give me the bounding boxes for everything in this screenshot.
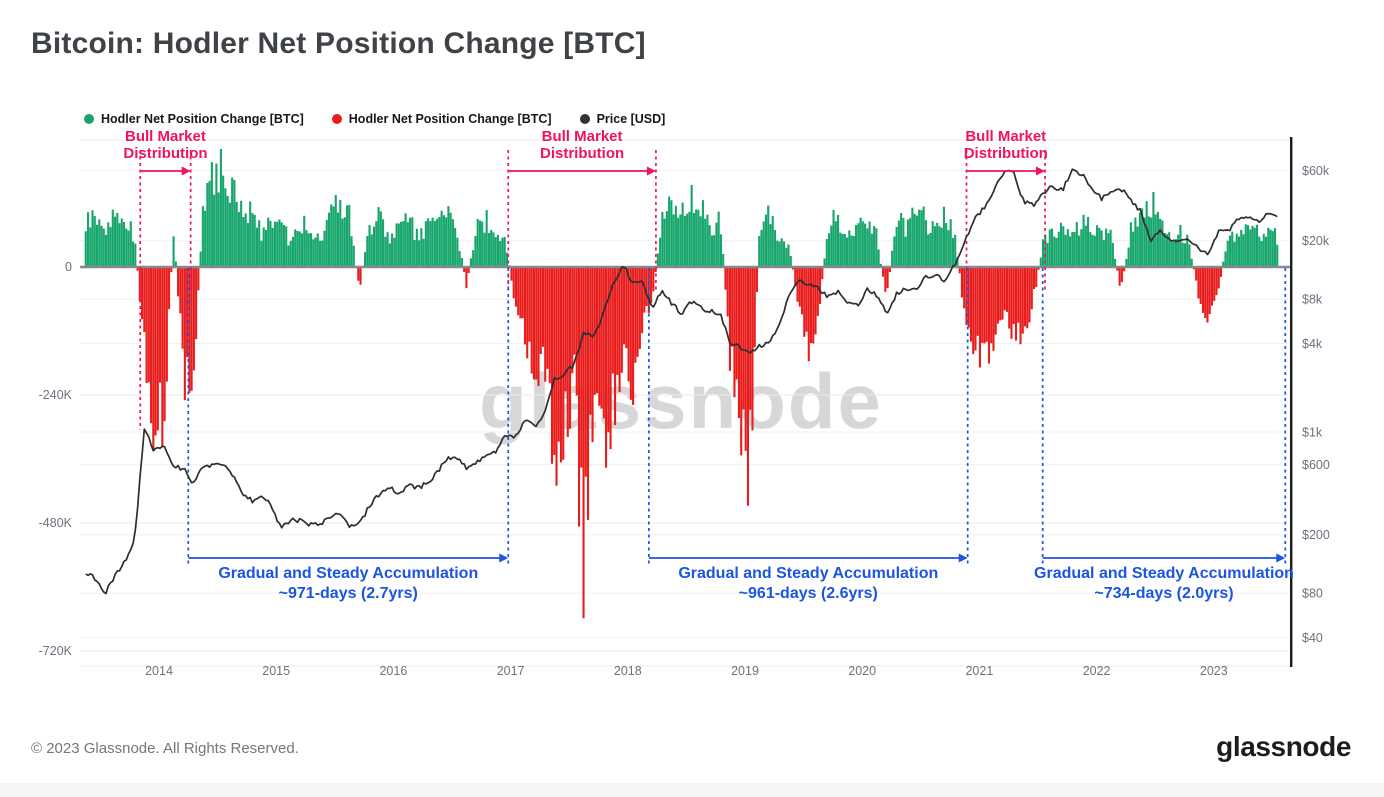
x-axis-year-label: 2020 xyxy=(848,664,876,678)
y-axis-left-tick-label: -240K xyxy=(39,388,73,402)
legend-item-hodler-positive[interactable]: Hodler Net Position Change [BTC] xyxy=(84,112,304,126)
annotation-text: Distribution xyxy=(540,144,625,162)
x-axis-year-label: 2014 xyxy=(145,664,173,678)
y-axis-left-tick-label: 0 xyxy=(65,260,72,274)
legend-label: Hodler Net Position Change [BTC] xyxy=(101,112,304,126)
annotation-text: Gradual and Steady Accumulation xyxy=(1034,565,1294,582)
y-axis-right-tick-label: $20k xyxy=(1302,234,1330,248)
annotation-text: Bull Market xyxy=(541,128,623,145)
y-axis-right-tick-label: $4k xyxy=(1302,337,1323,351)
axis-labels: 0 -240K -480K -720K $60k $20k $8k $4k $1k $600 $20… xyxy=(39,164,1330,678)
x-axis-year-label: 2023 xyxy=(1200,664,1228,678)
annotation-duration: ~961-days (2.6yrs) xyxy=(738,584,878,602)
annotation-accumulation-3: Gradual and Steady Accumulation ~734-day… xyxy=(1034,564,1294,603)
annotation-bull-market-distribution-3: Bull Market Distribution xyxy=(963,128,1048,162)
glassnode-logo: glassnode xyxy=(1216,731,1351,762)
x-axis-year-label: 2018 xyxy=(614,664,642,678)
annotation-text: Distribution xyxy=(963,144,1048,162)
y-axis-right-tick-label: $600 xyxy=(1302,458,1330,472)
y-axis-right-tick-label: $8k xyxy=(1302,293,1323,307)
x-axis-year-label: 2019 xyxy=(731,664,759,678)
legend-red-dot-icon xyxy=(331,114,342,124)
annotation-arrows xyxy=(140,166,1286,563)
legend-black-dot-icon xyxy=(579,114,590,124)
annotation-accumulation-1: Gradual and Steady Accumulation ~971-day… xyxy=(218,564,478,603)
annotation-duration: ~734-days (2.0yrs) xyxy=(1094,584,1234,602)
annotation-text: Bull Market xyxy=(965,128,1047,145)
right-axis-line xyxy=(1290,137,1293,667)
y-axis-right-tick-label: $1k xyxy=(1302,426,1323,440)
legend-label: Hodler Net Position Change [BTC] xyxy=(348,112,552,126)
annotation-text: Gradual and Steady Accumulation xyxy=(678,565,939,582)
legend-label: Price [USD] xyxy=(596,112,666,126)
y-axis-right-tick-label: $40 xyxy=(1302,631,1323,645)
y-axis-left-tick-label: -480K xyxy=(39,516,73,530)
annotation-bull-market-distribution-1: Bull Market Distribution xyxy=(123,128,208,162)
y-axis-left-tick-label: -720K xyxy=(39,644,73,658)
x-axis-year-label: 2016 xyxy=(379,664,407,678)
hodler-bars-series xyxy=(84,149,1279,619)
bottom-strip xyxy=(0,783,1384,797)
x-axis-year-label: 2017 xyxy=(497,664,525,678)
annotation-text: Bull Market xyxy=(125,128,206,145)
period-boundary-lines xyxy=(139,150,1287,567)
y-axis-right-tick-label: $200 xyxy=(1302,528,1330,542)
x-axis-year-label: 2015 xyxy=(262,664,290,678)
y-axis-right-tick-label: $60k xyxy=(1302,164,1330,178)
legend-item-hodler-negative[interactable]: Hodler Net Position Change [BTC] xyxy=(331,112,552,126)
price-line-series xyxy=(85,168,1278,595)
legend-item-price[interactable]: Price [USD] xyxy=(579,112,666,126)
y-axis-right-tick-label: $80 xyxy=(1302,587,1323,601)
page-title: Bitcoin: Hodler Net Position Change [BTC… xyxy=(31,27,646,60)
annotation-accumulation-2: Gradual and Steady Accumulation ~961-day… xyxy=(678,564,938,603)
gridlines xyxy=(80,139,1291,667)
legend-green-dot-icon xyxy=(84,114,94,124)
annotation-text: Distribution xyxy=(123,144,208,162)
annotation-text: Gradual and Steady Accumulation xyxy=(218,565,479,582)
legend: Hodler Net Position Change [BTC] Hodler … xyxy=(84,112,665,126)
x-axis-year-label: 2021 xyxy=(965,664,993,678)
x-axis-year-label: 2022 xyxy=(1083,664,1111,678)
annotation-duration: ~971-days (2.7yrs) xyxy=(278,584,418,602)
annotation-bull-market-distribution-2: Bull Market Distribution xyxy=(540,128,625,162)
footer-copyright: © 2023 Glassnode. All Rights Reserved. xyxy=(31,740,299,757)
